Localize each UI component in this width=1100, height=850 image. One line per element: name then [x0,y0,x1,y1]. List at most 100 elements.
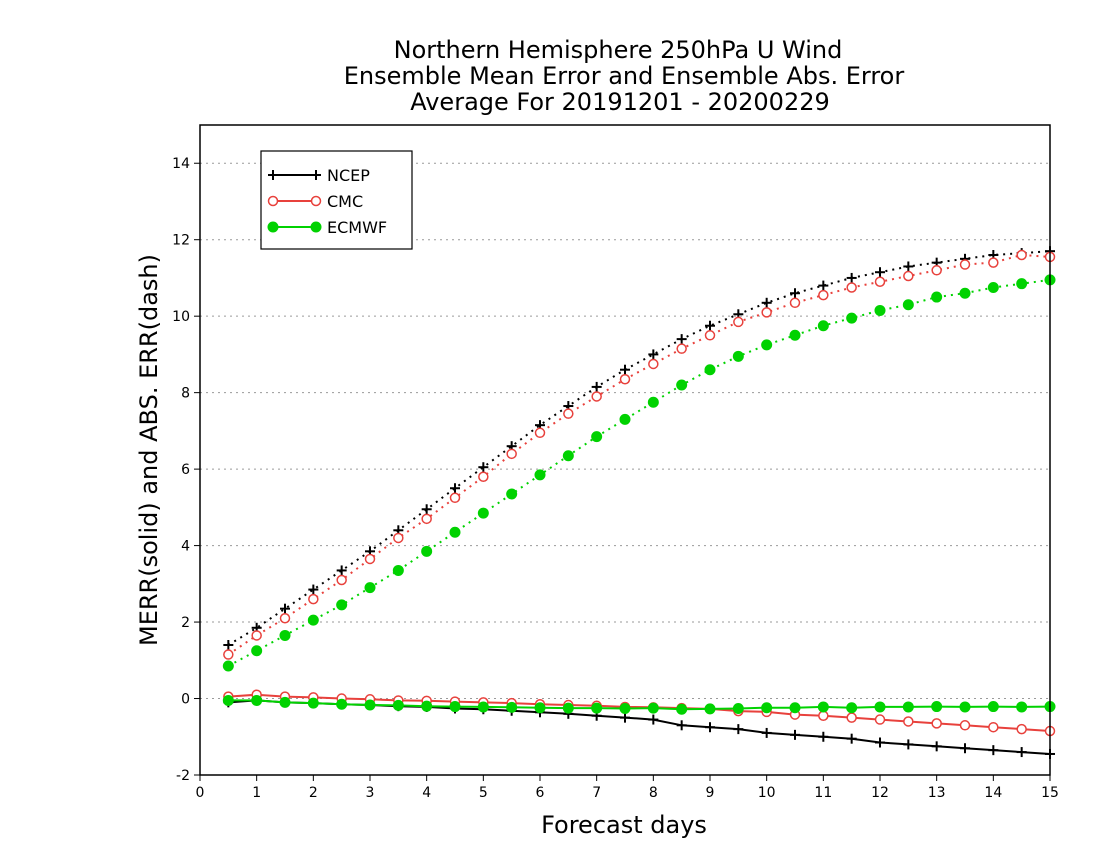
ecmwf-abs-error-point [732,350,744,362]
x-tick-label: 2 [309,785,318,801]
ecmwf-mean-error-point [789,702,801,714]
cmc-abs-error-point [846,282,857,293]
ncep-mean-error-point [960,743,970,754]
ecmwf-mean-error-point [279,696,291,708]
ecmwf-abs-error-point [449,526,461,538]
ecmwf-mean-error-point [562,702,574,714]
cmc-abs-error-point [988,257,999,268]
y-tick-label: 2 [181,615,190,631]
cmc-abs-error-point [308,593,319,605]
ncep-abs-error-point [818,280,829,291]
ncep-mean-error-point [818,731,829,742]
cmc-abs-error-point [534,427,546,439]
ecmwf-abs-error-point [477,507,489,519]
ecmwf-mean-error-point [1016,701,1028,713]
x-tick-label: 15 [1041,785,1059,801]
cmc-abs-error-point [676,343,687,354]
ecmwf-abs-error-point [307,614,319,626]
cmc-abs-error-point [591,391,602,402]
ecmwf-mean-error-point [364,699,376,711]
y-tick-label: 14 [172,156,190,172]
cmc-abs-error-point [449,492,461,504]
x-tick-label: 10 [758,785,776,801]
ecmwf-abs-error-point [392,564,404,576]
cmc-abs-error-point [761,307,772,318]
x-tick-label: 5 [479,785,488,801]
ecmwf-mean-error-line [228,699,1051,711]
cmc-abs-error-line [227,253,1051,656]
legend-marker-cmc [267,195,279,207]
ncep-abs-error-point [591,381,602,392]
cmc-abs-error-point [874,276,886,288]
ecmwf-abs-error-point [222,660,234,672]
y-tick-label: -2 [176,768,190,784]
x-tick-label: 3 [366,785,375,801]
ncep-abs-error-point [223,640,234,650]
ecmwf-mean-error-point [392,699,404,711]
ncep-abs-error-point [676,334,687,345]
ncep-mean-error-point [676,720,687,731]
x-axis-label: Forecast days [541,811,707,839]
ncep-mean-error-point [733,724,744,735]
ncep-mean-error-point [620,712,630,723]
ecmwf-abs-error-point [846,312,858,324]
ncep-abs-error-point [450,483,460,494]
cmc-abs-error-point [818,289,829,301]
ncep-mean-error-point [761,727,772,738]
cmc-mean-error-point [846,712,857,723]
cmc-abs-error-point [364,553,376,565]
ecmwf-mean-error-point [704,703,716,715]
ecmwf-mean-error-point [421,700,433,712]
cmc-abs-error-point [931,265,942,276]
cmc-abs-error-point [619,374,631,385]
ecmwf-mean-error-point [874,701,886,713]
cmc-abs-error-point [393,532,404,544]
x-tick-label: 7 [592,785,601,801]
x-tick-label: 0 [196,785,205,801]
cmc-abs-error-point [648,358,659,370]
ecmwf-mean-error-point [251,694,263,706]
ncep-mean-error-point [705,722,715,733]
ecmwf-abs-error-point [817,320,829,332]
ecmwf-abs-error-point [902,299,914,311]
ecmwf-abs-error-point [931,291,943,303]
ecmwf-abs-error-point [676,379,688,391]
ecmwf-mean-error-point [902,701,914,713]
cmc-mean-error-line [228,693,1051,732]
ecmwf-abs-error-point [789,329,801,341]
cmc-abs-error-point [733,316,744,328]
series-ncep [223,246,1055,759]
ncep-mean-error-point [931,741,942,752]
cmc-mean-error-point [1016,723,1027,735]
ecmwf-abs-error-point [336,599,348,611]
cmc-abs-error-point [421,513,432,525]
ecmwf-abs-error-point [647,396,659,408]
y-axis-label: MERR(solid) and ABS. ERR(dash) [135,254,163,646]
cmc-abs-error-point [704,330,716,341]
y-tick-label: 12 [172,233,190,249]
ecmwf-abs-error-point [534,469,546,481]
cmc-abs-error-point [563,408,574,419]
cmc-mean-error-point [903,716,914,727]
ncep-abs-error-point [620,364,630,375]
ecmwf-abs-error-point [1016,278,1028,290]
ecmwf-abs-error-point [251,645,263,657]
cmc-abs-error-point [336,574,347,586]
cmc-abs-error-point [789,297,801,309]
title-line-2: Ensemble Mean Error and Ensemble Abs. Er… [344,62,905,90]
cmc-mean-error-point [959,720,971,731]
ncep-abs-error-point [421,504,432,515]
cmc-abs-error-point [223,649,234,660]
ecmwf-abs-error-point [421,545,433,557]
ecmwf-mean-error-point [477,701,489,713]
ecmwf-mean-error-point [761,702,773,714]
y-tick-label: 10 [172,309,190,325]
legend-marker-cmc [310,195,322,207]
legend-marker-ncep [311,170,321,180]
title-line-1: Northern Hemisphere 250hPa U Wind [394,36,843,64]
ecmwf-mean-error-point [619,702,631,714]
ncep-abs-error-point [336,565,347,576]
ecmwf-abs-error-point [506,488,518,500]
